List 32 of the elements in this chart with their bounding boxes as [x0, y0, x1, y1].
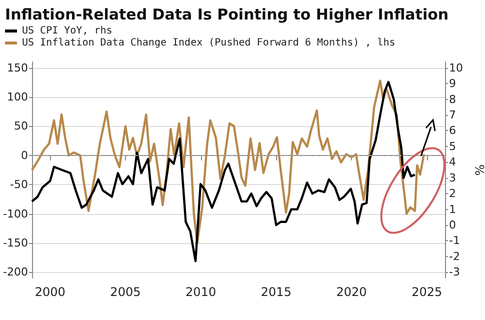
y2-tick-label: 7	[449, 108, 456, 122]
x-tick-label: 2010	[186, 285, 216, 299]
y2-tick-label: 5	[449, 140, 456, 153]
y2-tick-label: 3	[449, 171, 456, 184]
y-tick-label: 100	[7, 90, 28, 104]
y2-tick-label: 6	[449, 124, 456, 138]
y2-tick-label: 1	[449, 202, 456, 216]
x-tick-label: 2020	[336, 285, 367, 299]
chart-title: Inflation-Related Data Is Pointing to Higher Inflation	[5, 6, 449, 24]
y-tick-label: -150	[3, 236, 28, 250]
y2-tick-label: -2	[449, 250, 460, 263]
y2-tick-label: 2	[449, 187, 456, 200]
y2-axis-title: %	[472, 164, 485, 176]
y2-tick-label: 8	[449, 92, 456, 106]
y2-tick-label: 4	[449, 156, 456, 169]
y-tick-label: -100	[3, 207, 28, 220]
y-tick-label: 150	[7, 61, 28, 74]
legend-label: US Inflation Data Change Index (Pushed Forward 6 Months) , lhs	[22, 38, 396, 48]
x-tick-label: 2000	[34, 285, 66, 299]
y2-tick-label: -1	[449, 234, 460, 248]
y2-tick-label: 0	[449, 218, 456, 232]
y-tick-label: 0	[21, 148, 28, 162]
legend-label: US CPI YoY, rhs	[22, 26, 112, 36]
y-tick-label: -200	[3, 266, 28, 279]
y-tick-label: -50	[10, 178, 28, 192]
x-tick-label: 2005	[110, 285, 141, 299]
x-tick-label: 2015	[260, 285, 292, 299]
x-tick-label: 2025	[412, 285, 442, 299]
y2-tick-label: 9	[449, 77, 456, 90]
y2-tick-label: 10	[449, 61, 463, 74]
y2-tick-label: -3	[449, 266, 460, 279]
y-tick-label: 50	[14, 120, 28, 133]
